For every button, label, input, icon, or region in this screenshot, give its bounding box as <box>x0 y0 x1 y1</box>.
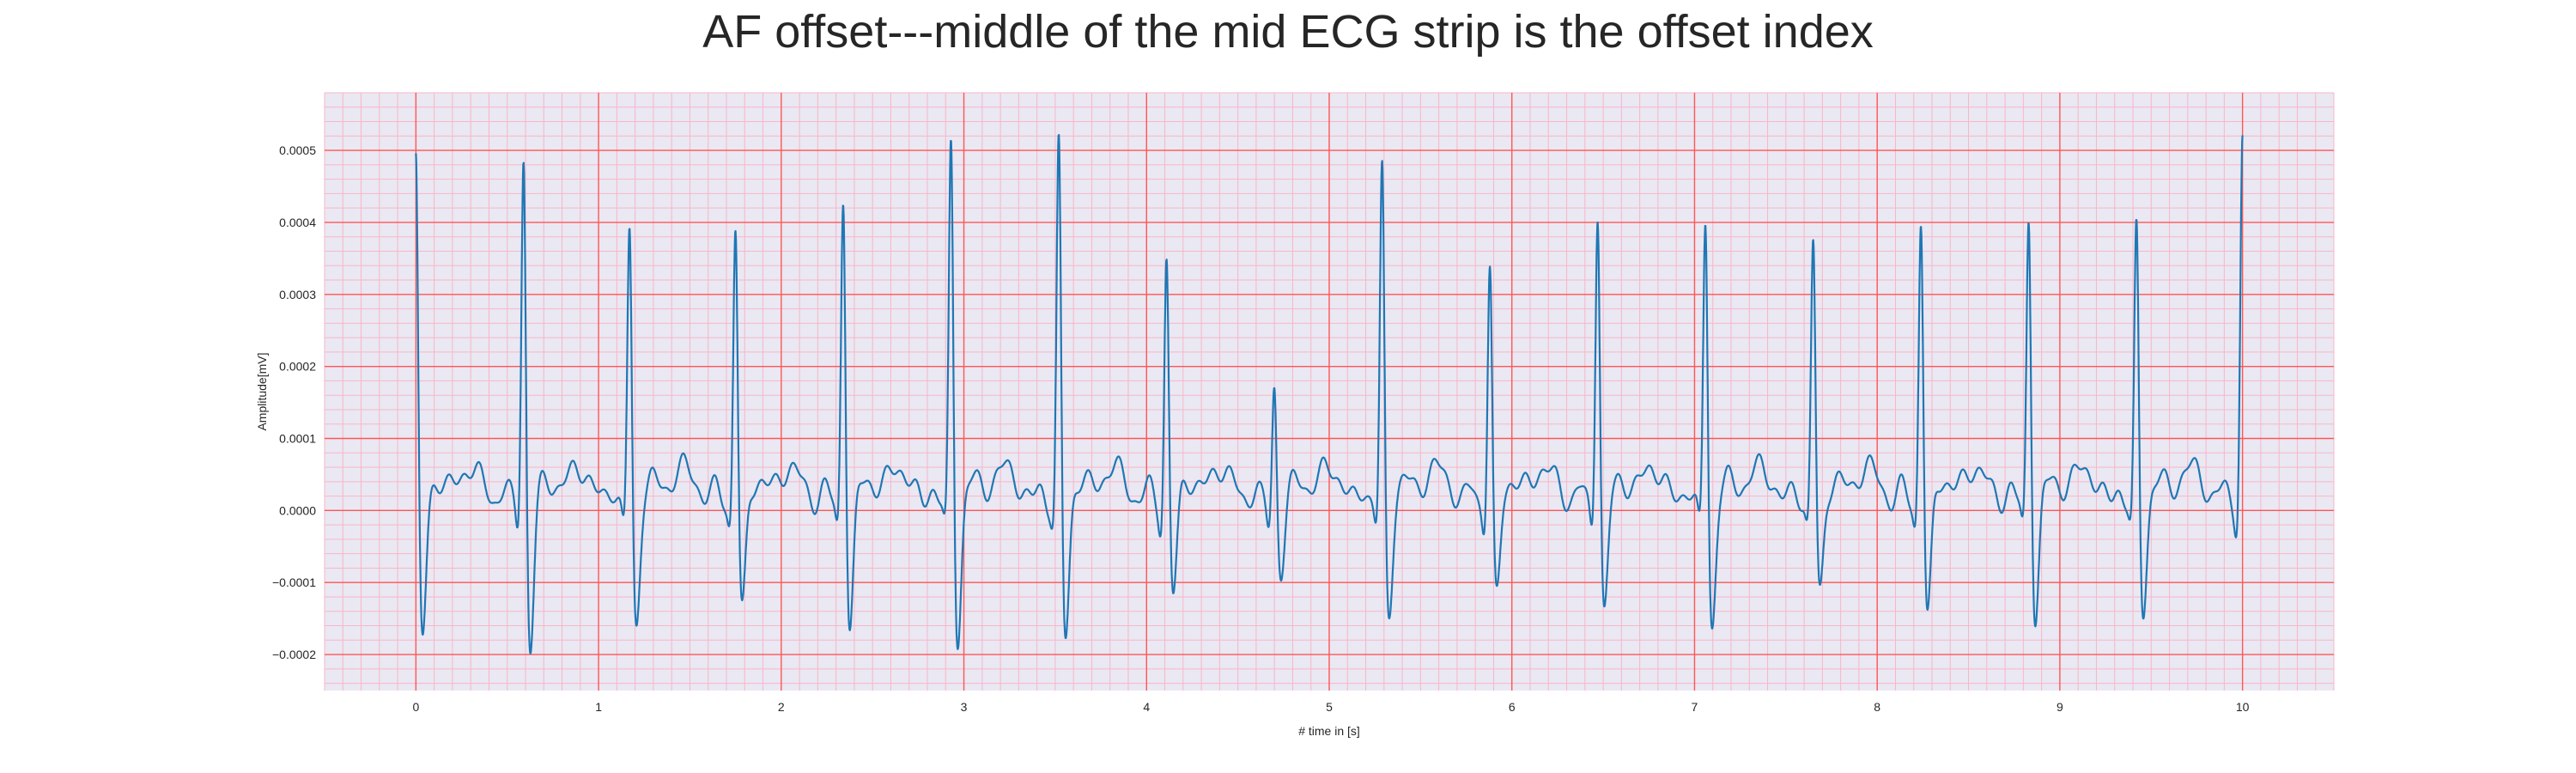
y-tick-label: 0.0001 <box>279 432 316 446</box>
y-tick-label: −0.0002 <box>272 648 316 661</box>
x-tick-label: 8 <box>1874 700 1880 714</box>
x-tick-label: 4 <box>1143 700 1150 714</box>
x-tick-label: 3 <box>961 700 968 714</box>
y-axis-label: Amplitude[mV] <box>255 352 269 430</box>
y-tick-label: 0.0003 <box>279 288 316 301</box>
x-tick-label: 5 <box>1326 700 1333 714</box>
x-tick-label: 2 <box>778 700 785 714</box>
x-tick-label: 7 <box>1692 700 1698 714</box>
y-tick-label: 0.0004 <box>279 216 316 229</box>
x-tick-label: 10 <box>2236 700 2250 714</box>
y-axis-ticks: −0.0002 −0.0001 0.0000 0.0001 0.0002 0.0003 0.… <box>272 143 316 661</box>
x-axis-label: # time in [s] <box>1298 724 1360 738</box>
chart-title: AF offset---middle of the mid ECG strip … <box>702 6 1874 58</box>
x-axis-ticks: 0 1 2 3 4 5 6 7 8 9 10 <box>412 700 2249 714</box>
y-tick-label: 0.0000 <box>279 503 316 517</box>
major-grid <box>325 93 2334 691</box>
x-tick-label: 6 <box>1509 700 1516 714</box>
y-tick-label: 0.0002 <box>279 360 316 374</box>
y-tick-label: 0.0005 <box>279 143 316 157</box>
y-tick-label: −0.0001 <box>272 575 316 589</box>
x-tick-label: 1 <box>595 700 602 714</box>
x-tick-label: 0 <box>412 700 419 714</box>
ecg-series-line <box>415 134 2244 654</box>
x-tick-label: 9 <box>2057 700 2063 714</box>
